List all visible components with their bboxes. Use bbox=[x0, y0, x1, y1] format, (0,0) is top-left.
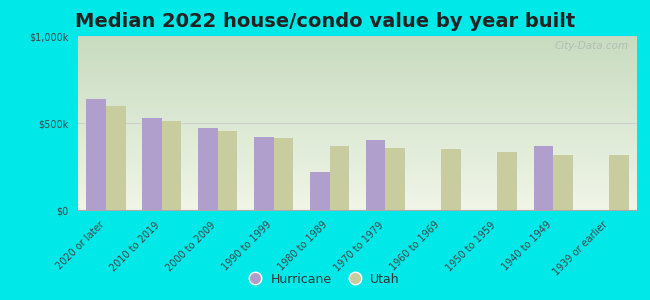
Text: City-Data.com: City-Data.com bbox=[554, 41, 629, 51]
Bar bbox=[330, 146, 349, 210]
Bar bbox=[274, 138, 293, 210]
Bar bbox=[497, 152, 517, 210]
Bar bbox=[609, 155, 629, 210]
Bar bbox=[198, 128, 218, 210]
Bar bbox=[106, 106, 125, 210]
Bar bbox=[441, 149, 461, 210]
Bar bbox=[254, 137, 274, 210]
Bar bbox=[534, 146, 553, 210]
Bar bbox=[310, 172, 330, 210]
Bar bbox=[366, 140, 385, 210]
Bar bbox=[142, 118, 162, 210]
Bar bbox=[385, 148, 405, 210]
Bar bbox=[162, 121, 181, 210]
Bar bbox=[86, 99, 106, 210]
Bar bbox=[218, 131, 237, 210]
Legend: Hurricane, Utah: Hurricane, Utah bbox=[245, 268, 405, 291]
Text: Median 2022 house/condo value by year built: Median 2022 house/condo value by year bu… bbox=[75, 12, 575, 31]
Bar bbox=[553, 155, 573, 210]
